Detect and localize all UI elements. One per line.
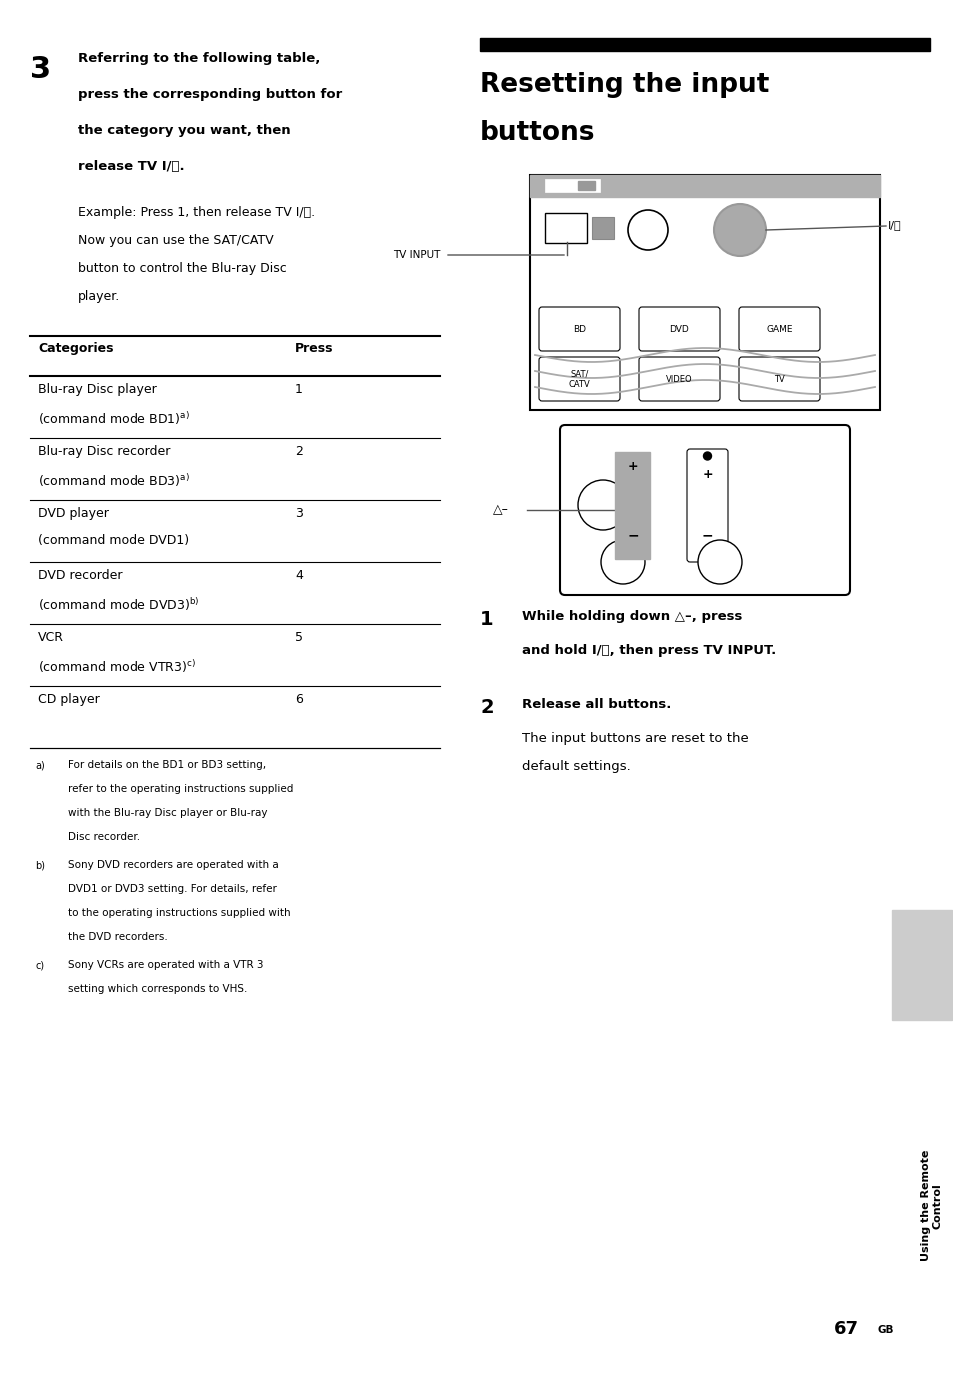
Text: (command mode BD3)$^{\mathrm{a)}}$: (command mode BD3)$^{\mathrm{a)}}$ — [38, 472, 190, 489]
Text: 67: 67 — [833, 1319, 858, 1339]
Text: the DVD recorders.: the DVD recorders. — [68, 932, 168, 942]
Text: GAME: GAME — [765, 324, 792, 334]
Text: button to control the Blu-ray Disc: button to control the Blu-ray Disc — [78, 262, 287, 275]
Text: DVD recorder: DVD recorder — [38, 568, 122, 582]
Text: VCR: VCR — [38, 632, 64, 644]
Text: default settings.: default settings. — [521, 761, 630, 773]
Text: Blu-ray Disc recorder: Blu-ray Disc recorder — [38, 445, 171, 459]
Text: I/⏻: I/⏻ — [887, 220, 901, 231]
Text: with the Blu-ray Disc player or Blu-ray: with the Blu-ray Disc player or Blu-ray — [68, 807, 267, 818]
Bar — [544, 213, 586, 243]
Text: Sony DVD recorders are operated with a: Sony DVD recorders are operated with a — [68, 859, 278, 870]
Text: c): c) — [35, 960, 44, 969]
Text: 1: 1 — [294, 383, 302, 395]
Text: and hold I/⏻, then press TV INPUT.: and hold I/⏻, then press TV INPUT. — [521, 644, 776, 658]
Circle shape — [627, 210, 667, 250]
Text: release TV I/⏻.: release TV I/⏻. — [78, 161, 185, 173]
Text: The input buttons are reset to the: The input buttons are reset to the — [521, 732, 748, 746]
Circle shape — [578, 481, 627, 530]
Text: TV INPUT: TV INPUT — [393, 250, 439, 259]
Text: the category you want, then: the category you want, then — [78, 124, 291, 137]
Text: 6: 6 — [294, 693, 302, 706]
Text: (command mode DVD1): (command mode DVD1) — [38, 534, 189, 546]
Text: −: − — [701, 529, 713, 542]
Text: setting which corresponds to VHS.: setting which corresponds to VHS. — [68, 984, 247, 994]
Text: (command mode VTR3)$^{\mathrm{c)}}$: (command mode VTR3)$^{\mathrm{c)}}$ — [38, 658, 195, 676]
Text: a): a) — [35, 761, 45, 770]
Text: Example: Press 1, then release TV I/⏻.: Example: Press 1, then release TV I/⏻. — [78, 206, 314, 220]
Text: CD player: CD player — [38, 693, 100, 706]
Text: (command mode DVD3)$^{\mathrm{b)}}$: (command mode DVD3)$^{\mathrm{b)}}$ — [38, 596, 199, 612]
Text: Disc recorder.: Disc recorder. — [68, 832, 140, 842]
Text: Using the Remote
Control: Using the Remote Control — [921, 1151, 942, 1262]
Text: player.: player. — [78, 290, 120, 303]
Text: Referring to the following table,: Referring to the following table, — [78, 52, 320, 65]
Bar — [578, 181, 595, 189]
Text: TV: TV — [773, 375, 784, 383]
Text: b): b) — [35, 859, 45, 870]
Text: 3: 3 — [30, 55, 51, 84]
Bar — [592, 217, 614, 239]
FancyBboxPatch shape — [739, 308, 820, 351]
Circle shape — [702, 452, 711, 460]
Text: Now you can use the SAT/CATV: Now you can use the SAT/CATV — [78, 233, 274, 247]
Text: DVD: DVD — [669, 324, 689, 334]
Bar — [615, 452, 649, 559]
Text: +: + — [627, 460, 638, 474]
Text: 1: 1 — [479, 610, 493, 629]
Text: Release all buttons.: Release all buttons. — [521, 697, 671, 711]
Text: Categories: Categories — [38, 342, 113, 356]
Text: GB: GB — [877, 1325, 894, 1335]
Text: 2: 2 — [294, 445, 302, 459]
Bar — [891, 910, 951, 1020]
FancyBboxPatch shape — [538, 308, 619, 351]
Text: For details on the BD1 or BD3 setting,: For details on the BD1 or BD3 setting, — [68, 761, 266, 770]
Text: SAT/
CATV: SAT/ CATV — [568, 369, 590, 389]
Text: Blu-ray Disc player: Blu-ray Disc player — [38, 383, 156, 395]
Text: to the operating instructions supplied with: to the operating instructions supplied w… — [68, 908, 291, 919]
Text: 4: 4 — [294, 568, 302, 582]
FancyBboxPatch shape — [739, 357, 820, 401]
Text: +: + — [701, 468, 712, 481]
Bar — [479, 38, 929, 51]
FancyBboxPatch shape — [530, 174, 879, 411]
Text: 5: 5 — [294, 632, 303, 644]
Text: VIDEO: VIDEO — [665, 375, 692, 383]
Text: BD: BD — [573, 324, 585, 334]
Text: While holding down △–, press: While holding down △–, press — [521, 610, 741, 623]
Text: 2: 2 — [479, 697, 493, 717]
Circle shape — [713, 205, 765, 255]
Bar — [544, 178, 599, 192]
Text: Resetting the input: Resetting the input — [479, 71, 768, 97]
Text: (command mode BD1)$^{\mathrm{a)}}$: (command mode BD1)$^{\mathrm{a)}}$ — [38, 411, 190, 427]
Text: −: − — [626, 529, 639, 542]
FancyBboxPatch shape — [686, 449, 727, 562]
Text: DVD player: DVD player — [38, 507, 109, 520]
Bar — [530, 174, 879, 196]
Text: refer to the operating instructions supplied: refer to the operating instructions supp… — [68, 784, 294, 794]
Text: Sony VCRs are operated with a VTR 3: Sony VCRs are operated with a VTR 3 — [68, 960, 263, 969]
Text: △–: △– — [493, 504, 508, 516]
FancyBboxPatch shape — [538, 357, 619, 401]
Circle shape — [600, 540, 644, 584]
Text: press the corresponding button for: press the corresponding button for — [78, 88, 342, 102]
FancyBboxPatch shape — [639, 308, 720, 351]
FancyBboxPatch shape — [559, 426, 849, 595]
Text: Press: Press — [294, 342, 334, 356]
Text: buttons: buttons — [479, 119, 595, 146]
Circle shape — [698, 540, 741, 584]
Text: 3: 3 — [294, 507, 302, 520]
FancyBboxPatch shape — [639, 357, 720, 401]
Text: DVD1 or DVD3 setting. For details, refer: DVD1 or DVD3 setting. For details, refer — [68, 884, 276, 894]
